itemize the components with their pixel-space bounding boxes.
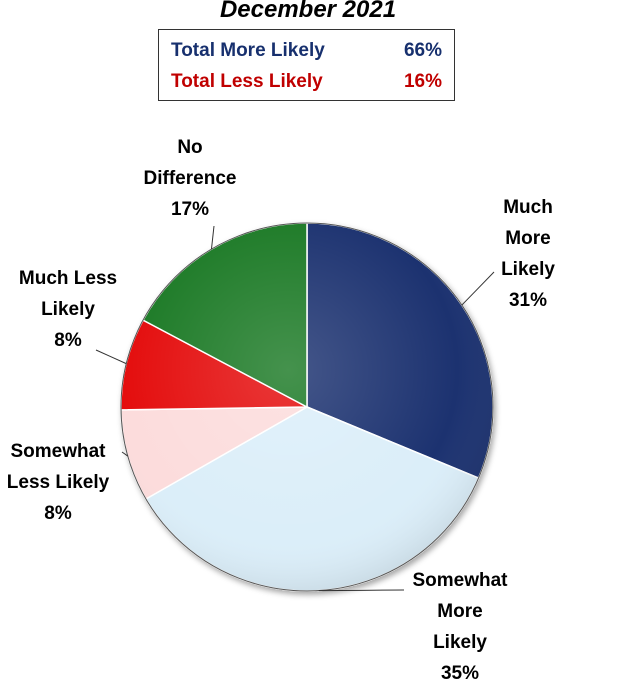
slice-label-value: 35% (440, 663, 480, 684)
slice-label-value: 8% (54, 330, 82, 351)
slice-label-name: Somewhat More Likely (412, 570, 508, 653)
summary-row-more: Total More Likely 66% (171, 36, 442, 66)
slice-label-value: 31% (508, 290, 548, 311)
slice-label-somewhat-more-likely: Somewhat More Likely 35% (400, 565, 520, 689)
slice-label-name: Much More Likely (501, 197, 555, 280)
summary-less-label: Total Less Likely (171, 71, 323, 92)
slice-label-no-difference: No Difference 17% (130, 132, 250, 225)
slice-label-somewhat-less-likely: Somewhat Less Likely 8% (0, 436, 116, 529)
slice-label-value: 8% (44, 503, 72, 524)
chart-title: December 2021 (219, 0, 397, 23)
slice-label-name: Somewhat Less Likely (6, 441, 110, 493)
slice-label-name: No Difference (143, 137, 237, 189)
leader-line-much-less-likely (95, 349, 127, 365)
slice-label-value: 17% (170, 199, 210, 220)
summary-box: Total More Likely 66% Total Less Likely … (158, 29, 455, 101)
summary-less-value: 16% (403, 71, 442, 92)
leader-line-somewhat-more-likely (318, 589, 405, 592)
summary-row-less: Total Less Likely 16% (171, 67, 442, 97)
leader-line-somewhat-less-likely (121, 451, 129, 457)
summary-more-value: 66% (403, 40, 442, 61)
slice-label-much-less-likely: Much Less Likely 8% (10, 263, 126, 356)
slice-label-name: Much Less Likely (18, 268, 118, 320)
summary-more-label: Total More Likely (171, 40, 325, 61)
pie-outline (120, 222, 494, 592)
leader-line-much-more-likely (461, 271, 495, 306)
slice-label-much-more-likely: Much More Likely 31% (486, 192, 570, 316)
leader-line-no-difference (210, 225, 215, 250)
